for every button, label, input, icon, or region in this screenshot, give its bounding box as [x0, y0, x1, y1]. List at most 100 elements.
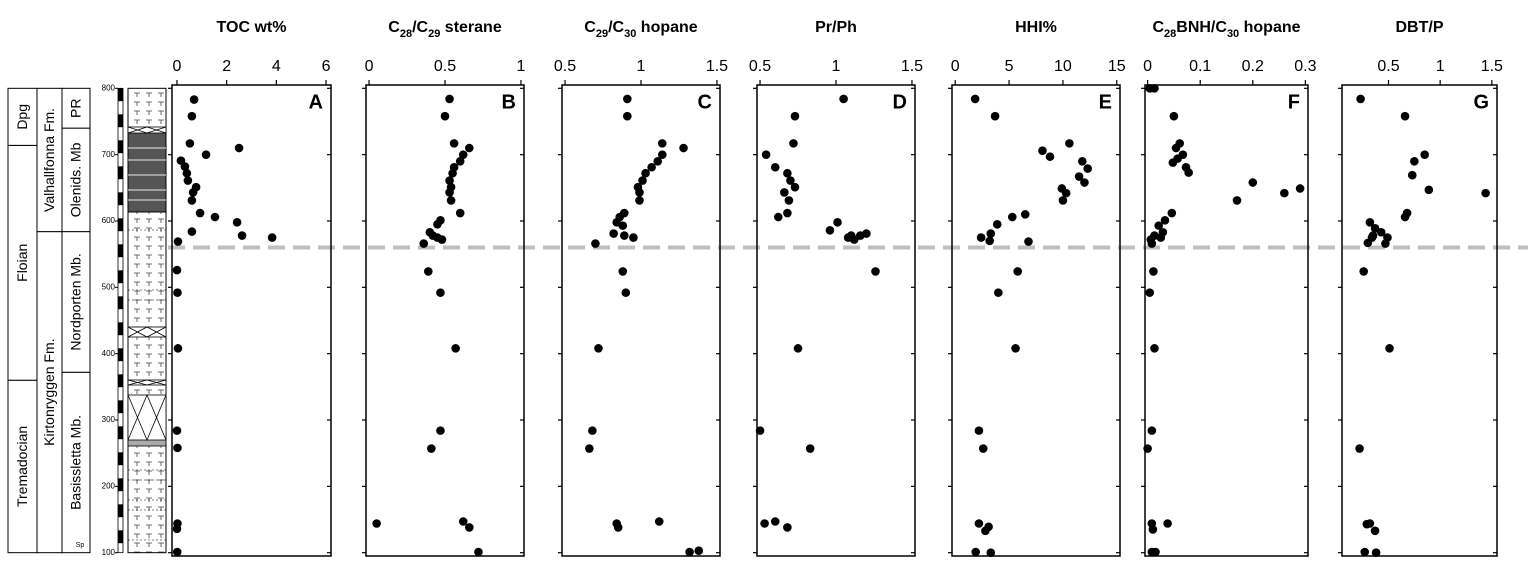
point [862, 229, 871, 238]
scale-segment [118, 374, 123, 388]
point [1147, 426, 1157, 435]
point [445, 176, 454, 185]
point [173, 443, 182, 453]
point [445, 94, 454, 104]
scale-segment [118, 88, 123, 102]
scale-segment [118, 205, 123, 219]
scale-segment [118, 426, 123, 440]
point [978, 444, 988, 453]
point [1074, 172, 1084, 181]
point [635, 188, 644, 197]
scale-segment [118, 478, 123, 492]
strat-label: Nordporten Mb. [68, 253, 84, 350]
point [985, 236, 994, 246]
cross-box [127, 394, 167, 441]
point [653, 156, 663, 166]
point [1045, 152, 1055, 161]
strat-unit [7, 144, 38, 381]
scale-segment [118, 413, 123, 427]
point [825, 225, 835, 235]
point [992, 220, 1002, 229]
point [1154, 221, 1163, 230]
x-tick-label: 10 [1054, 58, 1072, 75]
point [172, 524, 182, 534]
strat-unit [61, 231, 91, 373]
point [986, 548, 996, 557]
point [1295, 184, 1305, 193]
panel-letter: G [1473, 91, 1489, 113]
point [1150, 344, 1159, 353]
point [188, 188, 198, 197]
point [474, 547, 483, 557]
point [1410, 156, 1419, 166]
scale-segment [118, 530, 123, 544]
point [237, 231, 247, 240]
point [1065, 139, 1074, 148]
point [761, 150, 771, 159]
point [657, 139, 667, 148]
x-tick-label: 0 [365, 58, 374, 75]
scale-segment [118, 491, 123, 505]
point [613, 523, 623, 532]
point [436, 426, 445, 435]
panel-title: TOC wt% [217, 19, 287, 36]
point [182, 168, 192, 178]
point [448, 168, 457, 178]
point [974, 519, 984, 528]
point [173, 344, 183, 353]
panel-frame [1144, 84, 1309, 557]
scale-segment [118, 400, 123, 414]
panel-frame [365, 84, 525, 557]
x-tick-label: 1 [1436, 58, 1445, 75]
point [755, 426, 765, 435]
scale-segment [118, 387, 123, 401]
point [1013, 267, 1022, 276]
scale-segment [118, 244, 123, 258]
panel-letter: A [309, 91, 323, 113]
panel-frame [951, 84, 1121, 557]
depth-tick-label: 200 [102, 481, 116, 490]
depth-tick-label: 600 [102, 216, 116, 225]
panel-letter: B [502, 91, 516, 113]
point [790, 182, 800, 192]
point [1151, 547, 1160, 557]
point [1080, 178, 1089, 187]
point [783, 208, 792, 218]
point [433, 220, 442, 229]
point [187, 196, 197, 205]
point [1024, 237, 1033, 246]
point [970, 94, 980, 104]
cross-box [127, 326, 167, 338]
point [1058, 196, 1068, 205]
x-tick-label: 0.1 [1189, 58, 1211, 75]
x-tick-label: 2 [222, 58, 231, 75]
panel-title: HHI% [1015, 19, 1057, 36]
point [783, 168, 792, 178]
point [981, 526, 990, 536]
point [172, 426, 182, 435]
point [1407, 170, 1417, 180]
point [451, 344, 460, 353]
strat-label: Tremadocian [14, 426, 30, 507]
point [172, 265, 182, 275]
point [1232, 196, 1242, 205]
panel-frame [756, 84, 916, 557]
cross-box [127, 126, 167, 134]
point [685, 547, 694, 557]
strat-label: Olenids. Mb [68, 142, 84, 217]
x-tick-label: 1 [637, 58, 646, 75]
point [267, 233, 277, 242]
point [618, 267, 628, 276]
scale-segment [118, 231, 123, 245]
point [871, 267, 880, 276]
point [585, 444, 594, 453]
point [1400, 111, 1410, 121]
point [440, 111, 450, 121]
panel-letter: F [1288, 91, 1300, 113]
point [1481, 188, 1490, 198]
panel-title: Pr/Ph [815, 19, 857, 36]
point [187, 111, 197, 121]
point [623, 111, 632, 121]
point [423, 267, 433, 276]
point [449, 139, 459, 148]
